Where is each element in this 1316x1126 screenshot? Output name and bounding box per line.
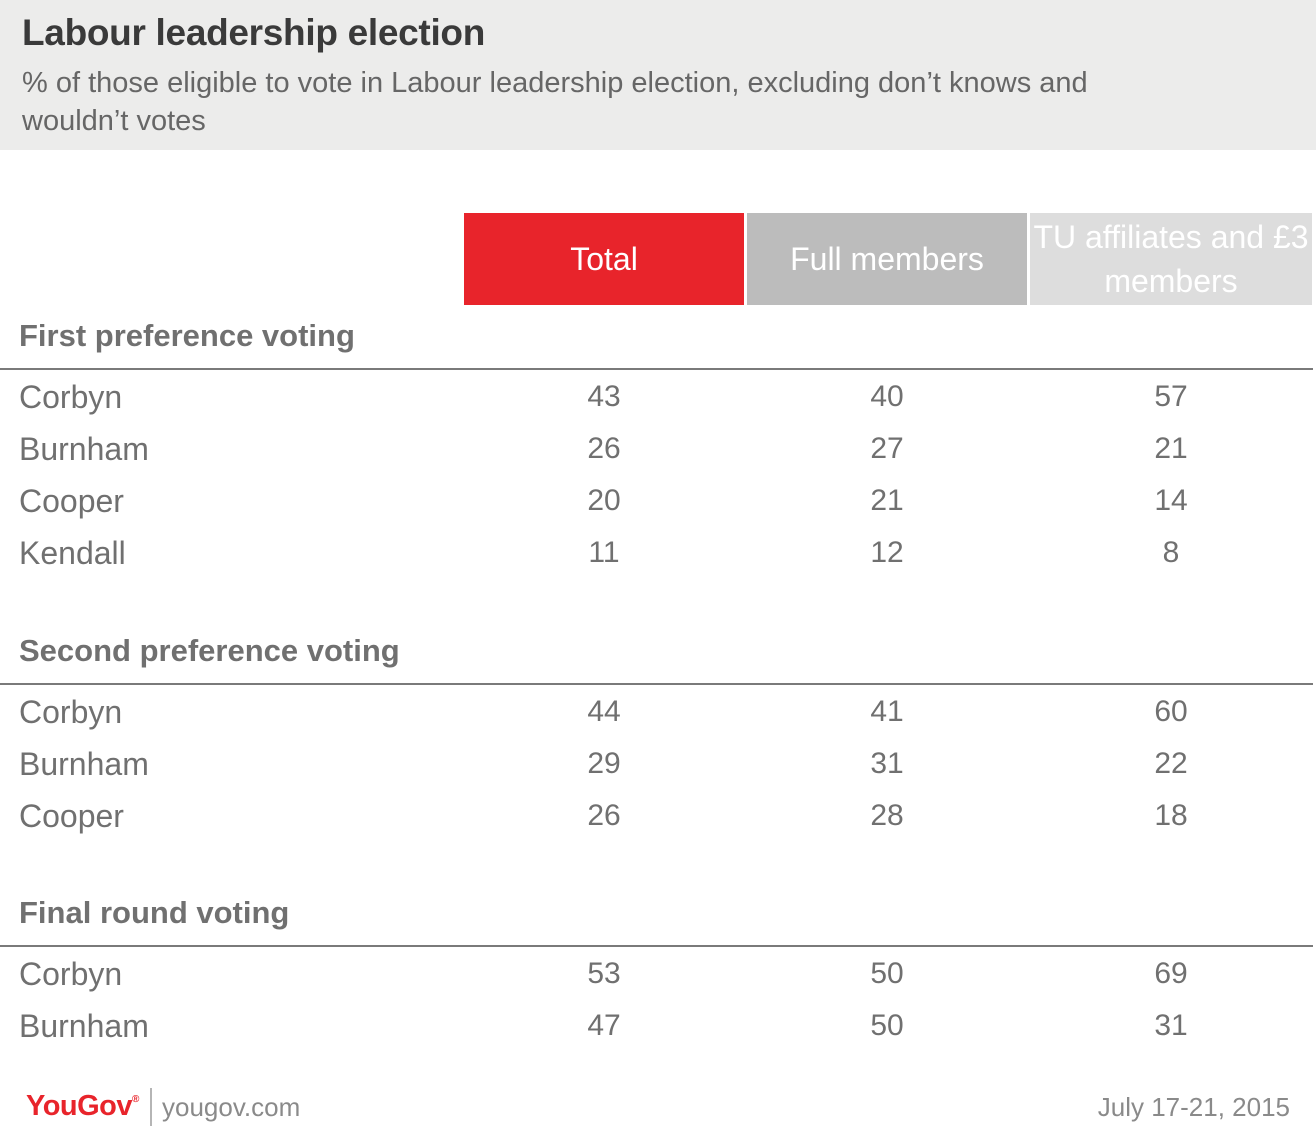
section-title: First preference voting — [19, 318, 355, 353]
value-cell: 47 — [587, 1009, 621, 1042]
column-header-full-members: Full members — [747, 213, 1027, 305]
value-cell: 41 — [870, 695, 904, 728]
value-cell: 69 — [1154, 957, 1188, 990]
candidate-name: Corbyn — [19, 379, 123, 415]
table-row: Corbyn 44 41 60 — [0, 688, 1316, 736]
table-row: Kendall 11 12 8 — [0, 529, 1316, 577]
value-cell: 57 — [1154, 380, 1188, 413]
candidate-name: Burnham — [19, 746, 149, 782]
yougov-logo-text: YouGov — [26, 1090, 133, 1122]
header-band: Labour leadership election % of those el… — [0, 0, 1316, 150]
section-divider — [0, 683, 1313, 685]
value-cell: 21 — [1154, 432, 1188, 465]
section-divider — [0, 945, 1313, 947]
column-header-tu-affiliates: TU affiliates and £3 members — [1030, 213, 1312, 305]
value-cell: 22 — [1154, 747, 1188, 780]
table-row: Corbyn 53 50 69 — [0, 950, 1316, 998]
footer-date: July 17-21, 2015 — [1097, 1092, 1290, 1122]
value-cell: 26 — [587, 799, 621, 832]
table-row: Cooper 26 28 18 — [0, 792, 1316, 840]
candidate-name: Burnham — [19, 1008, 149, 1044]
footer-url: yougov.com — [162, 1092, 301, 1122]
value-cell: 44 — [587, 695, 621, 728]
value-cell: 18 — [1154, 799, 1188, 832]
column-header-total: Total — [464, 213, 744, 305]
candidate-name: Cooper — [19, 798, 124, 834]
value-cell: 21 — [870, 484, 904, 517]
table-row: Corbyn 43 40 57 — [0, 373, 1316, 421]
table-row: Burnham 47 50 31 — [0, 1002, 1316, 1050]
value-cell: 14 — [1154, 484, 1188, 517]
value-cell: 40 — [870, 380, 904, 413]
table-row: Cooper 20 21 14 — [0, 477, 1316, 525]
value-cell: 8 — [1162, 536, 1180, 569]
value-cell: 53 — [587, 957, 621, 990]
chart-title: Labour leadership election — [22, 12, 486, 53]
value-cell: 50 — [870, 957, 904, 990]
value-cell: 28 — [870, 799, 904, 832]
value-cell: 27 — [870, 432, 904, 465]
value-cell: 26 — [587, 432, 621, 465]
section-title: Second preference voting — [19, 633, 400, 668]
candidate-name: Kendall — [19, 535, 126, 571]
value-cell: 11 — [588, 536, 620, 569]
table-row: Burnham 26 27 21 — [0, 425, 1316, 473]
registered-mark: ® — [132, 1094, 139, 1105]
footer-divider — [150, 1088, 152, 1126]
candidate-name: Corbyn — [19, 956, 123, 992]
candidate-name: Burnham — [19, 431, 149, 467]
value-cell: 31 — [870, 747, 904, 780]
table-row: Burnham 29 31 22 — [0, 740, 1316, 788]
section-title: Final round voting — [19, 895, 290, 930]
value-cell: 20 — [587, 484, 621, 517]
value-cell: 12 — [870, 536, 904, 569]
value-cell: 43 — [587, 380, 621, 413]
chart-subtitle: % of those eligible to vote in Labour le… — [22, 67, 1088, 137]
value-cell: 31 — [1154, 1009, 1188, 1042]
value-cell: 60 — [1154, 695, 1188, 728]
value-cell: 50 — [870, 1009, 904, 1042]
value-cell: 29 — [587, 747, 621, 780]
column-header-tu-affiliates-label: TU affiliates and £3 members — [1033, 219, 1309, 299]
section-divider — [0, 368, 1313, 370]
yougov-logo: YouGov® — [26, 1090, 139, 1123]
candidate-name: Cooper — [19, 483, 124, 519]
candidate-name: Corbyn — [19, 694, 123, 730]
